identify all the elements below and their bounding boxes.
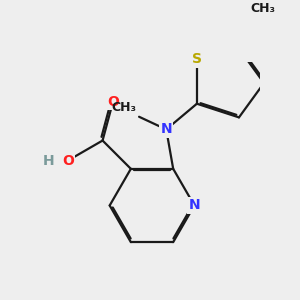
Text: S: S (192, 52, 202, 67)
Text: CH₃: CH₃ (250, 2, 276, 15)
Text: O: O (107, 95, 119, 109)
Text: CH₃: CH₃ (112, 101, 137, 114)
Text: N: N (160, 122, 172, 136)
Text: O: O (62, 154, 74, 167)
Text: N: N (189, 199, 200, 212)
Text: H: H (42, 154, 54, 167)
